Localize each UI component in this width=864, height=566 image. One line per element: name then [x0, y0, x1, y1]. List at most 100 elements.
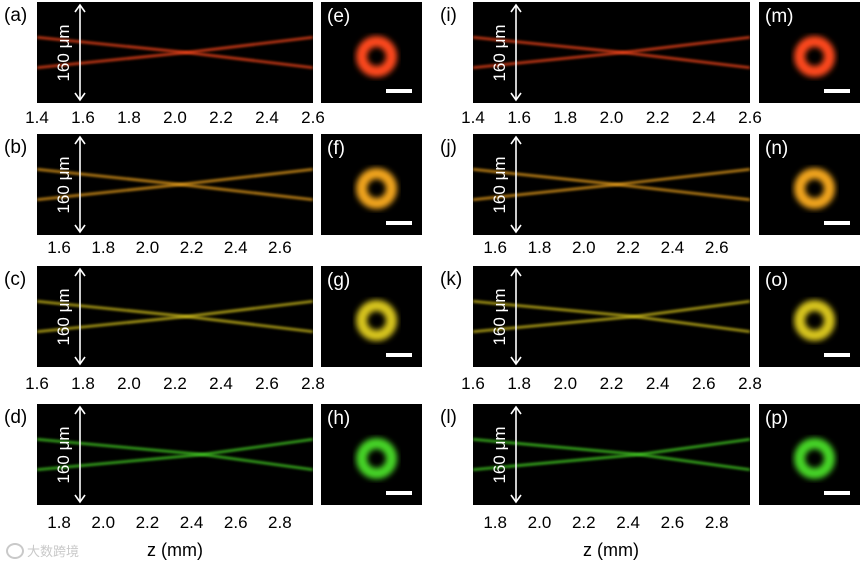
tick-label-k-6: 2.8: [738, 374, 762, 393]
beam-upper-j: [473, 168, 750, 186]
panel-label-p: (p): [765, 408, 789, 429]
tick-label-c-6: 2.8: [301, 374, 325, 393]
beam-upper-i: [473, 36, 750, 54]
ring-panel-o: (o): [759, 266, 860, 367]
y-scale-label-k: 160 μm: [490, 287, 509, 346]
ring-image-p: [794, 438, 836, 480]
donut-beam-g: [356, 300, 398, 342]
scale-bar-e: [386, 89, 412, 93]
tick-label-i-4: 2.2: [645, 108, 670, 127]
tick-label-j-2: 2.0: [571, 238, 596, 257]
ring-panel-e: (e): [321, 2, 422, 103]
beam-lower-d: [37, 453, 313, 471]
tick-label-l-2: 2.2: [571, 513, 596, 532]
scale-bar-m: [824, 89, 850, 93]
tick-label-c-0: 1.6: [25, 374, 49, 393]
scale-arrow-j: [510, 135, 522, 234]
tick-label-j-0: 1.6: [483, 238, 507, 257]
tick-label-b-4: 2.4: [223, 238, 248, 257]
panel-label-d: (d): [4, 407, 28, 428]
panel-label-m: (m): [765, 6, 794, 27]
tick-label-k-3: 2.2: [599, 374, 624, 393]
tick-label-d-4: 2.6: [223, 513, 248, 532]
tick-label-j-4: 2.4: [660, 238, 685, 257]
scale-bar-f: [386, 221, 412, 225]
scale-arrow-k: [510, 267, 522, 366]
donut-beam-h: [356, 438, 398, 480]
donut-beam-e: [356, 36, 398, 78]
tick-label-i-0: 1.4: [461, 108, 485, 127]
tick-label-c-5: 2.6: [255, 374, 279, 393]
panel-label-b: (b): [4, 137, 28, 158]
scale-arrow-a: [74, 3, 86, 102]
panel-label-c: (c): [4, 269, 27, 290]
scale-bar-g: [386, 353, 412, 357]
panel-label-n: (n): [765, 138, 789, 159]
y-scale-label-a: 160 μm: [54, 23, 73, 82]
beam-lower-i: [473, 51, 750, 69]
tick-label-a-4: 2.2: [209, 108, 233, 127]
tick-label-i-6: 2.6: [738, 108, 762, 127]
panel-label-e: (e): [327, 6, 351, 27]
tick-label-d-0: 1.8: [47, 513, 71, 532]
beam-lower-c: [37, 315, 313, 333]
ring-panel-n: (n): [759, 134, 860, 235]
donut-beam-f: [356, 168, 398, 210]
y-scale-label-c: 160 μm: [54, 287, 73, 346]
tick-label-c-1: 1.8: [71, 374, 95, 393]
x-axis-label-right: z (mm): [583, 540, 639, 560]
beam-lower-k: [473, 315, 750, 333]
scale-bar-o: [824, 353, 850, 357]
beam-plot-c: [37, 267, 313, 366]
tick-label-b-3: 2.2: [179, 238, 204, 257]
tick-label-k-4: 2.4: [645, 374, 670, 393]
tick-label-c-2: 2.0: [117, 374, 141, 393]
scale-arrow-b: [74, 135, 86, 234]
beam-panel-c: 160 μm: [37, 266, 313, 367]
tick-label-l-4: 2.6: [660, 513, 685, 532]
beam-lower-b: [37, 183, 313, 201]
panel-label-g: (g): [327, 270, 351, 291]
tick-label-c-3: 2.2: [163, 374, 187, 393]
scale-arrow-i: [510, 3, 522, 102]
y-scale-label-d: 160 μm: [54, 425, 73, 484]
beam-panel-b: 160 μm: [37, 134, 313, 235]
tick-label-j-1: 1.8: [527, 238, 552, 257]
ring-image-n: [794, 168, 836, 210]
donut-beam-n: [794, 168, 836, 210]
panel-label-j: (j): [440, 137, 457, 158]
tick-label-l-1: 2.0: [527, 513, 552, 532]
ring-image-e: [356, 36, 398, 78]
beam-plot-j: [473, 135, 750, 234]
ring-panel-f: (f): [321, 134, 422, 235]
tick-label-d-2: 2.2: [135, 513, 160, 532]
beam-plot-b: [37, 135, 313, 234]
axis-ticks-l: 1.8 2.0 2.2 2.4 2.6 2.8: [473, 512, 750, 534]
tick-label-b-0: 1.6: [47, 238, 71, 257]
beam-plot-l: [473, 405, 750, 504]
ring-image-f: [356, 168, 398, 210]
tick-label-i-2: 1.8: [553, 108, 578, 127]
y-scale-label-i: 160 μm: [490, 23, 509, 82]
tick-label-b-2: 2.0: [135, 238, 160, 257]
y-scale-label-l: 160 μm: [490, 425, 509, 484]
beam-plot-a: [37, 3, 313, 102]
tick-label-k-0: 1.6: [461, 374, 485, 393]
donut-beam-o: [794, 300, 836, 342]
panel-label-h: (h): [327, 408, 351, 429]
tick-label-d-3: 2.4: [179, 513, 204, 532]
beam-panel-l: 160 μm: [473, 404, 750, 505]
tick-label-a-5: 2.4: [255, 108, 279, 127]
axis-ticks-c: 1.6 1.8 2.0 2.2 2.4 2.6 2.8: [25, 373, 325, 395]
ring-image-m: [794, 36, 836, 78]
scale-bar-n: [824, 221, 850, 225]
ring-image-o: [794, 300, 836, 342]
donut-beam-p: [794, 438, 836, 480]
axis-ticks-b: 1.6 1.8 2.0 2.2 2.4 2.6: [37, 237, 313, 259]
beam-panel-i: 160 μm: [473, 2, 750, 103]
donut-beam-m: [794, 36, 836, 78]
ring-panel-p: (p): [759, 404, 860, 505]
tick-label-a-0: 1.4: [25, 108, 49, 127]
tick-label-c-4: 2.4: [209, 374, 233, 393]
tick-label-j-5: 2.6: [704, 238, 729, 257]
